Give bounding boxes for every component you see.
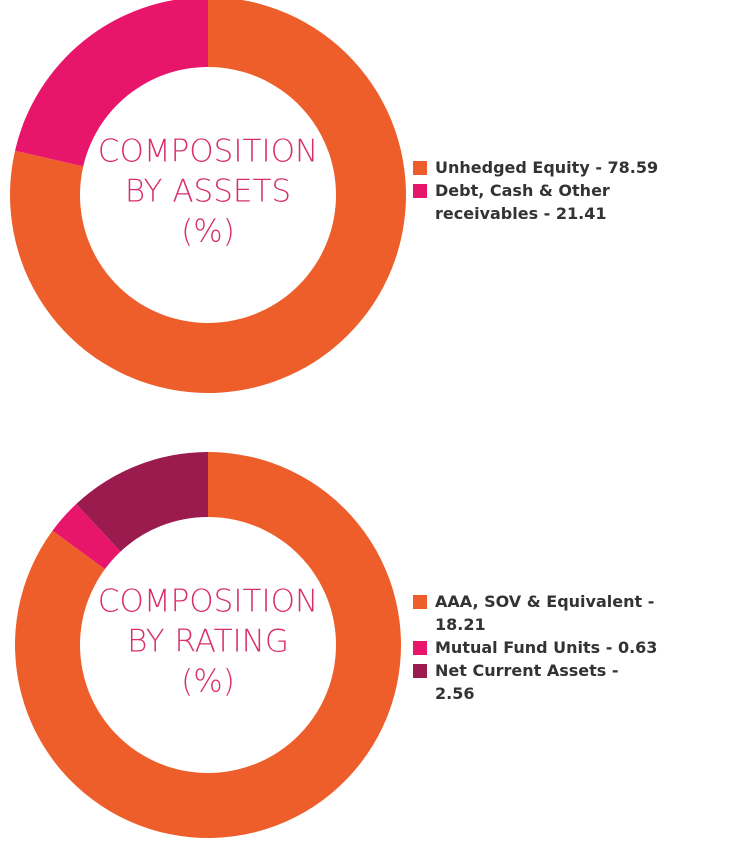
center-title: (%) — [181, 214, 235, 250]
legend-label: Debt, Cash & Other receivables - 21.41 — [435, 181, 610, 223]
center-title: (%) — [181, 664, 235, 700]
legend: Unhedged Equity - 78.59 Debt, Cash & Othe… — [413, 156, 713, 225]
legend-item: Net Current Assets - 2.56 — [413, 659, 658, 705]
legend-label: Unhedged Equity - 78.59 — [435, 158, 659, 177]
legend-item: Debt, Cash & Other receivables - 21.41 — [413, 179, 713, 225]
legend-item: Mutual Fund Units - 0.63 — [413, 636, 658, 659]
center-title: BY ASSETS — [125, 174, 291, 210]
legend-swatch — [413, 595, 427, 609]
legend-label: Mutual Fund Units - 0.63 — [435, 638, 658, 657]
legend-label: Net Current Assets - 2.56 — [435, 661, 619, 703]
center-title: COMPOSITION — [98, 134, 318, 170]
legend-swatch — [413, 184, 427, 198]
center-title: BY RATING — [127, 624, 289, 660]
legend-swatch — [413, 641, 427, 655]
legend-label: AAA, SOV & Equivalent - 18.21 — [435, 592, 655, 634]
legend-swatch — [413, 161, 427, 175]
donut-slice — [14, 452, 402, 838]
legend: AAA, SOV & Equivalent - 18.21 Mutual Fund… — [413, 590, 658, 705]
legend-item: Unhedged Equity - 78.59 — [413, 156, 713, 179]
donut-slice — [15, 0, 208, 167]
center-title: COMPOSITION — [98, 584, 318, 620]
donut-slice — [52, 503, 121, 570]
donut-slice — [10, 0, 406, 393]
legend-swatch — [413, 664, 427, 678]
legend-item: AAA, SOV & Equivalent - 18.21 — [413, 590, 658, 636]
donut-slice — [76, 452, 209, 552]
